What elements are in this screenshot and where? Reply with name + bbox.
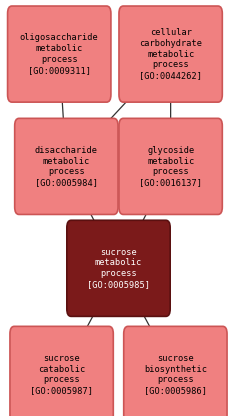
- Text: sucrose
catabolic
process
[GO:0005987]: sucrose catabolic process [GO:0005987]: [30, 354, 93, 395]
- Text: sucrose
biosynthetic
process
[GO:0005986]: sucrose biosynthetic process [GO:0005986…: [144, 354, 207, 395]
- FancyBboxPatch shape: [119, 119, 222, 215]
- FancyBboxPatch shape: [119, 6, 222, 102]
- Text: sucrose
metabolic
process
[GO:0005985]: sucrose metabolic process [GO:0005985]: [87, 248, 150, 289]
- FancyBboxPatch shape: [67, 220, 170, 316]
- Text: disaccharide
metabolic
process
[GO:0005984]: disaccharide metabolic process [GO:00059…: [35, 146, 98, 187]
- FancyBboxPatch shape: [8, 6, 111, 102]
- FancyBboxPatch shape: [15, 119, 118, 215]
- Text: glycoside
metabolic
process
[GO:0016137]: glycoside metabolic process [GO:0016137]: [139, 146, 202, 187]
- Text: cellular
carbohydrate
metabolic
process
[GO:0044262]: cellular carbohydrate metabolic process …: [139, 28, 202, 80]
- FancyBboxPatch shape: [124, 326, 227, 416]
- Text: oligosaccharide
metabolic
process
[GO:0009311]: oligosaccharide metabolic process [GO:00…: [20, 33, 99, 75]
- FancyBboxPatch shape: [10, 326, 113, 416]
